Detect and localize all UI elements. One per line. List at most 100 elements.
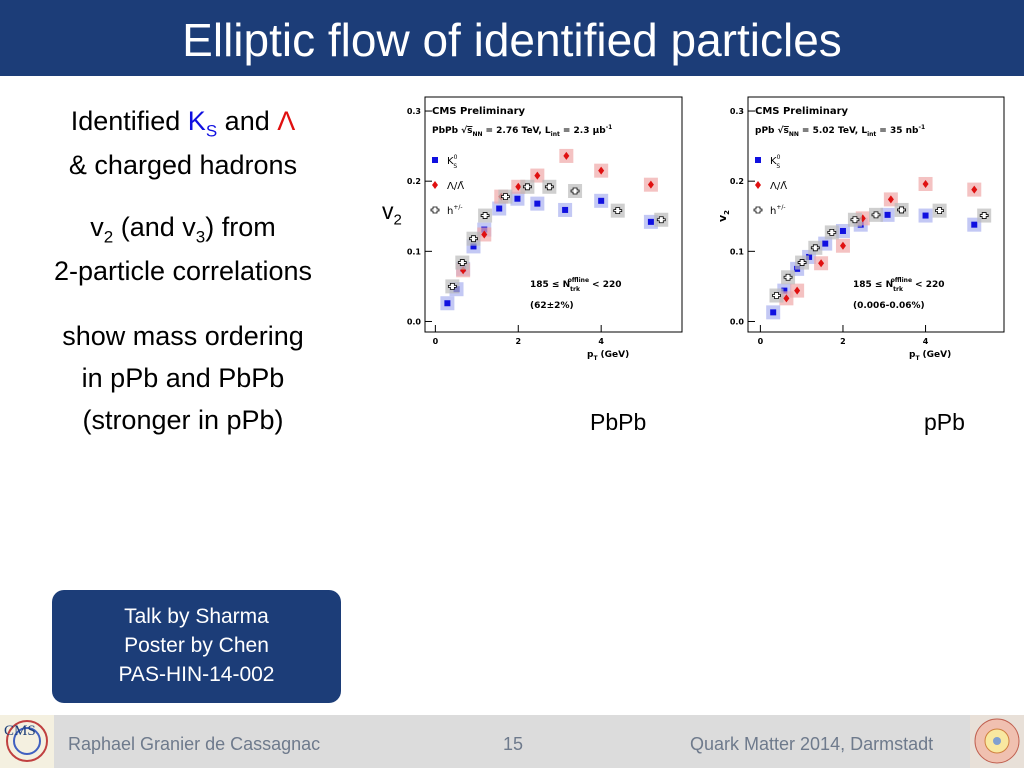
chart-energy: pPb √sNN = 5.02 TeV, Lint = 35 nb-1 xyxy=(755,124,925,138)
text: v xyxy=(716,214,729,222)
bullet-line: in pPb and PbPb xyxy=(81,363,285,393)
data-point xyxy=(559,148,574,163)
text: Λ/Λ̄ xyxy=(770,181,787,192)
bullet-line: (stronger in pPb) xyxy=(82,405,284,435)
marker xyxy=(839,227,846,234)
y-tick-label: 0.2 xyxy=(407,177,421,186)
fraction: (62±2%) xyxy=(530,301,574,311)
data-point xyxy=(594,163,609,178)
legend-label: h+/- xyxy=(770,204,786,217)
event-display xyxy=(970,715,1024,768)
data-point xyxy=(530,196,545,211)
marker xyxy=(810,244,820,252)
text: < 220 xyxy=(915,280,944,290)
plot-frame xyxy=(424,96,683,333)
text: S xyxy=(205,121,218,141)
sqrt-sign: √ xyxy=(461,125,468,136)
marker xyxy=(822,240,829,247)
legend-marker xyxy=(755,181,761,189)
legend-label: h+/- xyxy=(447,204,463,217)
text: int xyxy=(867,131,876,138)
data-point xyxy=(869,207,883,222)
text: +/- xyxy=(776,204,785,211)
y-tick-label: 0.3 xyxy=(407,107,421,116)
box-line: Poster by Chen xyxy=(124,634,269,657)
data-point xyxy=(847,212,862,227)
x-tick-label: 4 xyxy=(923,337,929,346)
marker xyxy=(818,259,825,268)
text: = 2.76 TeV, L xyxy=(486,126,551,136)
y-tick-label: 0.1 xyxy=(407,247,422,256)
data-point xyxy=(643,177,658,192)
text: T xyxy=(915,355,920,362)
chart: 0.00.10.20.30 2 4pT (GeV)CMS PreliminaryPbP… xyxy=(407,96,683,362)
marker xyxy=(850,216,860,224)
data-point xyxy=(967,182,982,197)
reference-box: Talk by Sharma Poster by Chen PAS-HIN-14… xyxy=(52,590,341,703)
text: PbPb xyxy=(432,126,459,136)
marker xyxy=(496,205,503,212)
text: Λ xyxy=(277,106,296,136)
text: and xyxy=(224,106,270,136)
text: h xyxy=(770,206,776,217)
y-tick-label: 0.1 xyxy=(730,247,745,256)
sqrt-sign: √ xyxy=(777,125,784,136)
footer-page: 15 xyxy=(503,734,524,754)
bullet-line: v2 (and v3) from xyxy=(0,210,366,254)
marker xyxy=(570,187,580,195)
data-point xyxy=(466,231,481,246)
marker xyxy=(598,166,605,175)
data-point xyxy=(610,203,625,218)
text: s xyxy=(467,126,472,136)
marker xyxy=(522,183,532,191)
marker xyxy=(469,235,478,243)
marker xyxy=(884,211,891,218)
marker xyxy=(480,212,490,219)
data-point xyxy=(977,208,992,223)
data-point xyxy=(824,225,839,240)
text: -1 xyxy=(918,124,925,131)
data-point xyxy=(478,208,493,223)
text: -1 xyxy=(606,124,613,131)
title: Elliptic flow of identified particles xyxy=(182,14,842,66)
data-point xyxy=(530,168,545,183)
header: Elliptic flow of identified particles xyxy=(0,0,1024,76)
marker xyxy=(598,197,605,204)
text: ) from xyxy=(205,212,276,242)
marker xyxy=(515,182,522,191)
text: K xyxy=(447,156,454,167)
text: NN xyxy=(789,131,799,138)
y-axis-label: v2 xyxy=(716,210,731,222)
selection: 185 ≤ Ntrk offline < 220 xyxy=(530,277,621,293)
marker xyxy=(979,212,989,219)
footer-event: Quark Matter 2014, Darmstadt xyxy=(690,734,934,754)
text: s xyxy=(784,126,789,136)
text: v xyxy=(90,212,104,242)
chart-title: CMS Preliminary xyxy=(432,106,526,117)
marker xyxy=(922,179,929,188)
text: 2 xyxy=(103,227,114,247)
text: offline xyxy=(891,277,912,284)
text: K xyxy=(770,156,777,167)
chart-title: CMS Preliminary xyxy=(755,106,849,117)
data-point xyxy=(492,201,507,216)
data-point xyxy=(795,255,810,270)
text: (GeV) xyxy=(601,350,630,360)
data-point xyxy=(477,227,492,242)
marker xyxy=(935,207,944,215)
caption: pPb xyxy=(924,409,965,435)
y-tick-label: 0.3 xyxy=(730,107,744,116)
marker xyxy=(501,193,510,201)
data-point xyxy=(835,223,850,238)
text: K xyxy=(187,106,206,136)
selection: 185 ≤ Ntrk offline < 220 xyxy=(853,277,944,293)
data-point xyxy=(932,203,947,218)
text: +/- xyxy=(453,204,462,211)
text: 185 ≤ N xyxy=(853,280,893,290)
marker xyxy=(656,216,666,224)
x-tick-label: 0 xyxy=(433,337,439,346)
marker xyxy=(514,195,521,202)
marker xyxy=(457,259,467,266)
y-tick-label: 0.0 xyxy=(730,317,745,326)
footer: CMS Raphael Granier de Cassagnac 15 Quar… xyxy=(0,715,1024,768)
